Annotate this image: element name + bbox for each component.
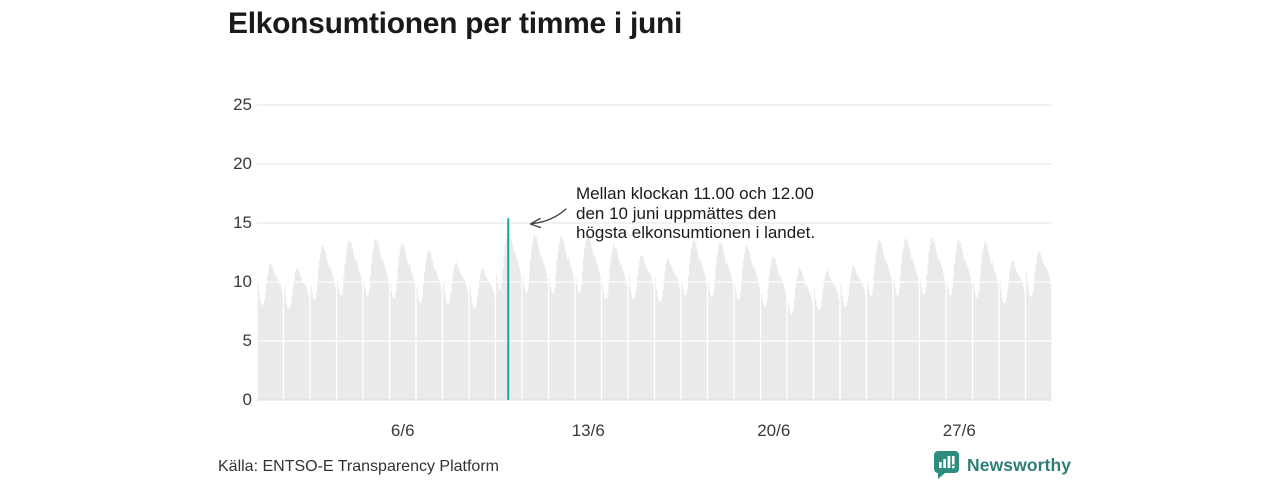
y-tick-label: 5 — [242, 331, 252, 350]
source-credit: Källa: ENTSO-E Transparency Platform — [218, 458, 499, 475]
y-tick-label: 10 — [233, 272, 252, 291]
x-tick-label: 6/6 — [390, 421, 415, 440]
y-tick-label: 25 — [233, 95, 252, 114]
x-tick-label: 13/6 — [571, 421, 605, 440]
x-tick-label: 20/6 — [757, 421, 791, 440]
annotation-line: den 10 juni uppmättes den — [576, 203, 777, 223]
y-tick-label: 15 — [233, 213, 252, 232]
x-tick-label: 27/6 — [942, 421, 976, 440]
highlighted-hour-bar — [507, 218, 510, 400]
annotation-line: högsta elkonsumtionen i landet. — [576, 223, 816, 242]
annotation-arrow — [532, 208, 567, 225]
y-tick-label: 0 — [242, 390, 252, 409]
brand-logo: Newsworthy — [934, 451, 1071, 479]
newsworthy-bar-chart-icon — [934, 451, 959, 479]
chart-annotation: Mellan klockan 11.00 och 12.00 den 10 ju… — [576, 184, 906, 243]
y-tick-label: 20 — [233, 154, 252, 173]
annotation-line: Mellan klockan 11.00 och 12.00 — [576, 184, 814, 203]
page-title: Elkonsumtionen per timme i juni — [228, 7, 683, 40]
brand-name: Newsworthy — [967, 454, 1072, 475]
